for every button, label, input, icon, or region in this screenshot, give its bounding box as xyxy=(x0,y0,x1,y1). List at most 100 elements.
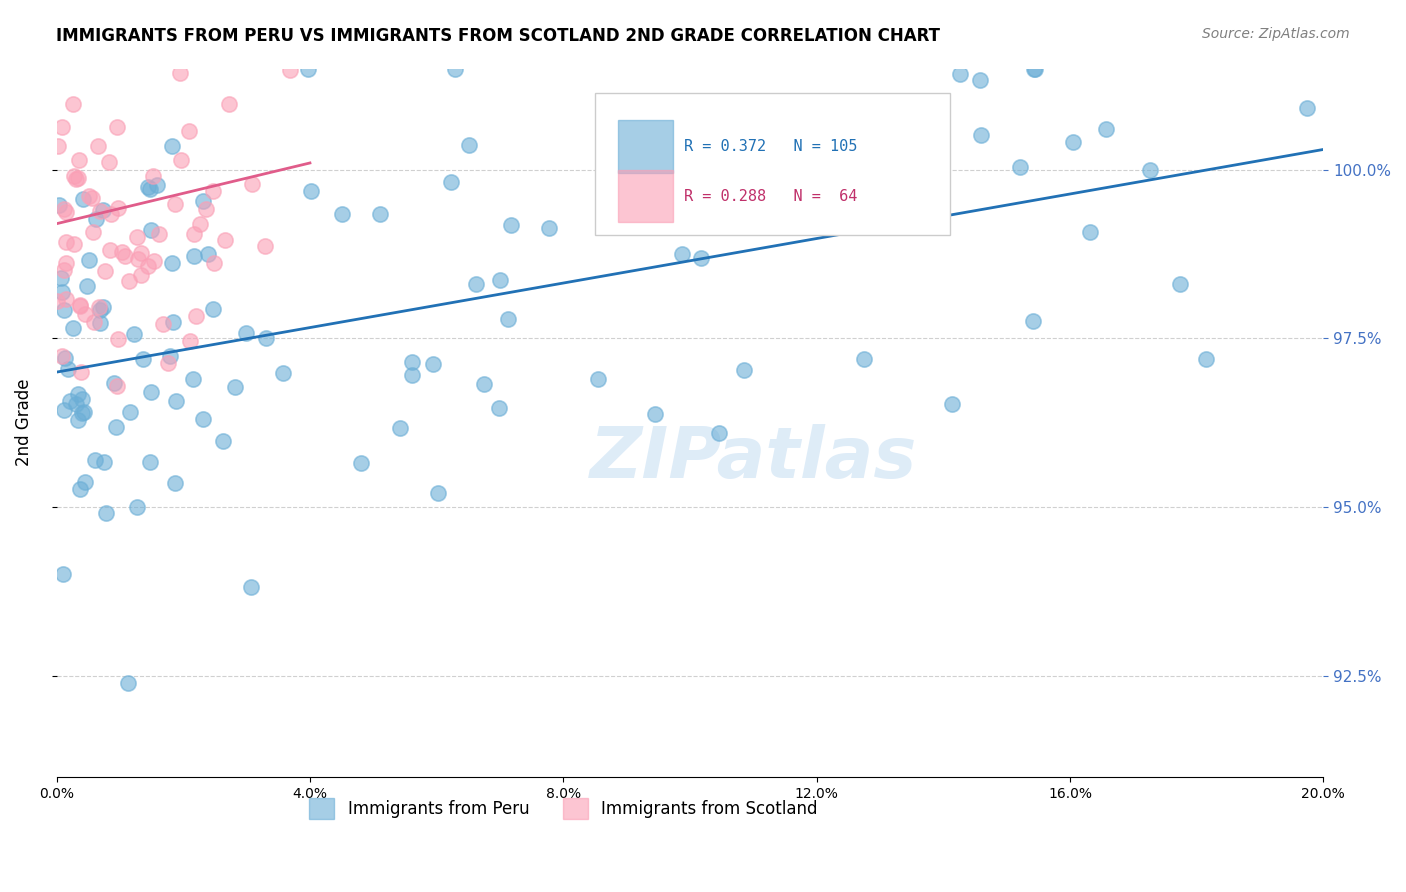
Text: ZIPatlas: ZIPatlas xyxy=(589,424,917,492)
Legend: Immigrants from Peru, Immigrants from Scotland: Immigrants from Peru, Immigrants from Sc… xyxy=(302,791,824,825)
Point xyxy=(62,97,84,112)
Point xyxy=(183,249,205,263)
Point xyxy=(48,198,70,212)
Point xyxy=(254,331,277,345)
Point xyxy=(139,385,162,400)
Point xyxy=(53,351,76,366)
Point xyxy=(120,404,142,418)
Point xyxy=(65,397,87,411)
Point xyxy=(94,264,117,278)
Point xyxy=(107,201,129,215)
Point xyxy=(1022,62,1045,76)
Point xyxy=(389,421,412,435)
Point xyxy=(69,298,91,312)
Point xyxy=(53,262,76,277)
Point xyxy=(426,485,449,500)
Point xyxy=(191,411,214,425)
Point xyxy=(73,475,96,489)
Point xyxy=(148,227,170,242)
Point xyxy=(195,202,218,216)
Point xyxy=(165,476,187,491)
Point xyxy=(136,180,159,194)
Point xyxy=(439,175,461,189)
Text: R = 0.288   N =  64: R = 0.288 N = 64 xyxy=(683,188,858,203)
Point xyxy=(201,301,224,316)
Point xyxy=(1062,135,1084,149)
Text: Source: ZipAtlas.com: Source: ZipAtlas.com xyxy=(1202,27,1350,41)
Point xyxy=(157,356,180,370)
Point xyxy=(183,227,205,242)
Point xyxy=(181,372,204,386)
Point xyxy=(498,312,520,326)
Point xyxy=(118,273,141,287)
Point xyxy=(83,315,105,329)
Point xyxy=(184,309,207,323)
Point xyxy=(1010,160,1032,174)
Point xyxy=(63,236,86,251)
Point xyxy=(159,349,181,363)
Point xyxy=(1170,277,1192,291)
Point xyxy=(89,316,111,330)
Point xyxy=(162,256,184,270)
Point xyxy=(46,293,69,308)
Point xyxy=(52,567,75,582)
Point xyxy=(51,120,73,134)
Point xyxy=(169,66,191,80)
Y-axis label: 2nd Grade: 2nd Grade xyxy=(15,379,32,467)
Point xyxy=(77,253,100,268)
Point xyxy=(67,387,90,401)
Point xyxy=(253,239,276,253)
FancyBboxPatch shape xyxy=(617,169,673,222)
Point xyxy=(733,363,755,377)
Point xyxy=(93,455,115,469)
Point xyxy=(852,171,875,186)
Point xyxy=(127,500,149,514)
Point xyxy=(278,62,301,77)
Point xyxy=(443,62,465,76)
Point xyxy=(70,365,93,379)
Point xyxy=(271,367,294,381)
Point xyxy=(110,245,132,260)
Point xyxy=(707,425,730,440)
Point xyxy=(55,256,77,270)
Point xyxy=(152,318,174,332)
Point xyxy=(212,434,235,449)
Point xyxy=(179,334,201,348)
Point xyxy=(107,332,129,346)
Point xyxy=(188,217,211,231)
Point xyxy=(240,177,263,191)
Point xyxy=(970,128,993,143)
Point xyxy=(756,137,779,152)
Point xyxy=(114,249,136,263)
Point xyxy=(91,203,114,218)
Point xyxy=(49,271,72,285)
Point xyxy=(499,218,522,232)
Point xyxy=(82,225,104,239)
FancyBboxPatch shape xyxy=(617,120,673,173)
Point xyxy=(127,229,149,244)
Point xyxy=(162,315,184,329)
Point xyxy=(55,204,77,219)
Point xyxy=(1195,352,1218,367)
Point xyxy=(139,223,162,237)
Point xyxy=(53,303,76,318)
Point xyxy=(67,153,90,167)
Point xyxy=(177,123,200,137)
Point xyxy=(644,407,666,421)
Point xyxy=(1295,102,1317,116)
Point xyxy=(163,196,186,211)
Point xyxy=(66,170,89,185)
Point xyxy=(77,189,100,203)
Point xyxy=(235,326,257,340)
Point xyxy=(98,243,121,257)
Point xyxy=(464,277,486,291)
Point xyxy=(401,368,423,383)
Point xyxy=(1022,314,1045,328)
Point xyxy=(138,182,160,196)
Point xyxy=(1078,225,1101,239)
Point xyxy=(537,221,560,235)
Point xyxy=(72,192,94,206)
Point xyxy=(117,676,139,690)
Point xyxy=(83,453,105,467)
Point xyxy=(218,96,240,111)
